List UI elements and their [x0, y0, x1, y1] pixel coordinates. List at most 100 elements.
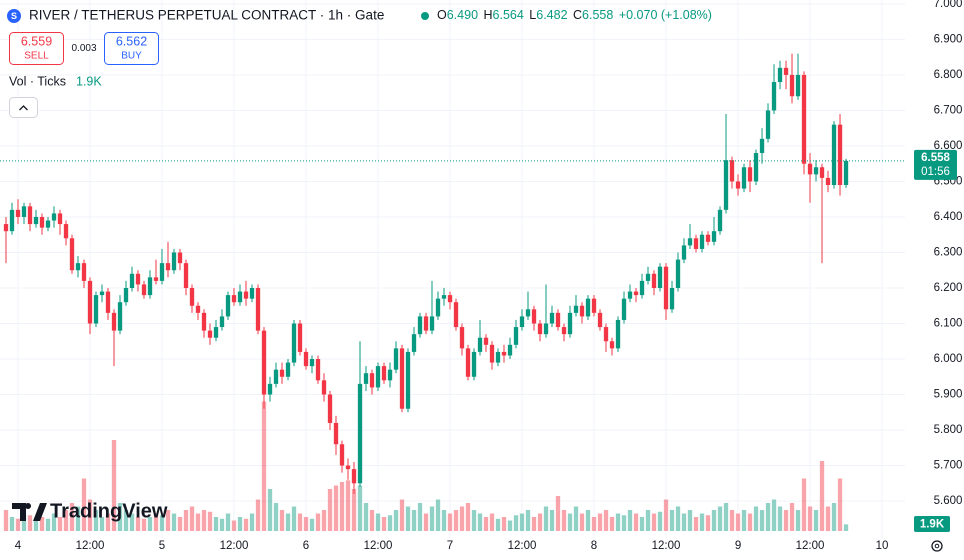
volume-bar [741, 510, 747, 531]
collapse-button[interactable] [9, 97, 38, 118]
volume-bar [405, 506, 411, 531]
candle-body [675, 259, 681, 288]
volume-bar [357, 485, 363, 531]
candle-body [489, 344, 495, 363]
candle-body [819, 167, 825, 178]
candle-body [561, 327, 567, 335]
candle-body [777, 67, 783, 83]
volume-bar [189, 506, 195, 531]
volume-bar [159, 515, 165, 531]
candle-body [225, 295, 231, 317]
symbol-title[interactable]: RIVER / TETHERUS PERPETUAL CONTRACT · 1h… [29, 8, 384, 23]
volume-bar [333, 485, 339, 531]
volume-bar [315, 513, 321, 531]
volume-bar [825, 506, 831, 531]
volume-bar [135, 517, 141, 531]
candle-body [135, 273, 141, 285]
candle-body [219, 316, 225, 328]
volume-bar [771, 499, 777, 531]
volume-bar [657, 511, 663, 531]
candle-body [51, 213, 57, 221]
volume-bar [165, 510, 171, 531]
x-tick-label: 7 [447, 540, 453, 552]
candle-body [669, 287, 675, 310]
volume-bar [3, 510, 9, 531]
settings-icon[interactable] [931, 540, 943, 552]
x-tick-label: 12:00 [364, 540, 393, 552]
candle-body [123, 287, 129, 303]
volume-bar [723, 503, 729, 531]
candle-body [483, 337, 489, 345]
candle-body [477, 337, 483, 352]
volume-bar [729, 510, 735, 531]
candle-body [105, 291, 111, 313]
candle-body [159, 263, 165, 281]
candle-body [597, 312, 603, 328]
volume-bar [843, 524, 849, 531]
settings-icon-center [934, 543, 940, 549]
volume-bar [231, 520, 237, 531]
candle-body [327, 394, 333, 423]
volume-bar [513, 515, 519, 531]
candle-body [555, 312, 561, 328]
candle-body [273, 369, 279, 384]
candle-body [93, 295, 99, 324]
price-tag-countdown: 01:56 [921, 166, 950, 178]
volume-bar [687, 510, 693, 531]
candle-body [279, 369, 285, 377]
y-tick-label: 6.800 [934, 69, 963, 81]
candle-body [81, 263, 87, 281]
candle-body [603, 327, 609, 342]
x-tick-label: 12:00 [652, 540, 681, 552]
volume-bar [465, 503, 471, 531]
volume-bar [555, 496, 561, 531]
volume-bar [111, 440, 117, 531]
sell-button[interactable] [9, 32, 64, 65]
volume-bar [459, 506, 465, 531]
volume-bar [663, 499, 669, 531]
candle-body [309, 359, 315, 367]
candle-body [693, 238, 699, 249]
volume-bar [345, 480, 351, 531]
volume-bar [507, 520, 513, 531]
candle-body [261, 330, 267, 395]
volume-bar [279, 510, 285, 531]
candle-body [543, 323, 549, 335]
volume-bar [579, 513, 585, 531]
volume-bar [309, 518, 315, 531]
volume-bar [645, 510, 651, 531]
volume-bar [327, 489, 333, 531]
candle-body [705, 234, 711, 242]
logo-text[interactable]: TradingView [50, 500, 168, 522]
volume-bar [435, 499, 441, 531]
volume-bar [639, 517, 645, 531]
price-tag [914, 149, 957, 180]
candle-body [735, 181, 741, 189]
candle-body [813, 167, 819, 175]
volume-bar [597, 513, 603, 531]
buy-button[interactable] [104, 32, 159, 65]
candle-body [9, 209, 15, 232]
volume-bar [213, 517, 219, 531]
volume-bar [291, 506, 297, 531]
candle-body [501, 351, 507, 356]
candle-body [201, 312, 207, 331]
candle-body [87, 280, 93, 324]
candle-body [579, 305, 585, 317]
collapse-icon [19, 105, 28, 111]
candle-body [801, 74, 807, 164]
volume-bar [153, 513, 159, 531]
x-tick-label: 8 [591, 540, 597, 552]
candle-body [189, 287, 195, 306]
volume-legend[interactable]: Vol · Ticks [9, 74, 66, 88]
volume-bar [525, 510, 531, 531]
candle-body [567, 312, 573, 335]
volume-bar [519, 513, 525, 531]
candle-body [129, 273, 135, 288]
volume-bar [681, 513, 687, 531]
candle-body [651, 273, 657, 288]
volume-bar [789, 503, 795, 531]
candle-body [321, 380, 327, 395]
volume-bar [99, 517, 105, 531]
candle-body [231, 295, 237, 303]
